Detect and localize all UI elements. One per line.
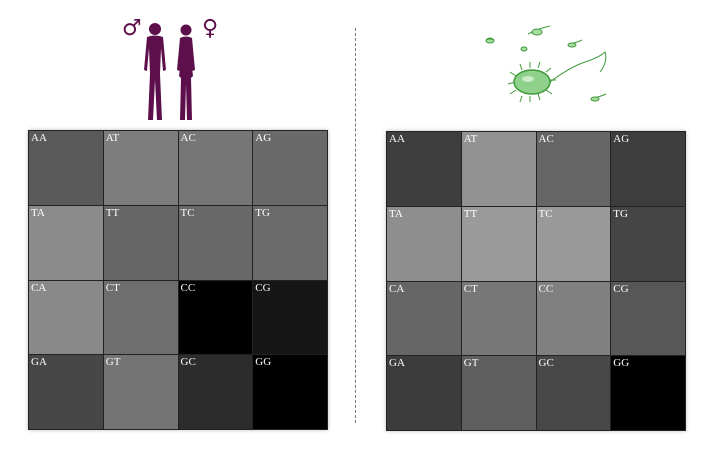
- cell-label: GG: [255, 356, 272, 369]
- grid-cell-aa: AA: [387, 132, 461, 206]
- cell-label: CA: [31, 281, 47, 294]
- grid-cell-cc: CC: [536, 281, 611, 356]
- grid-cell-ta: TA: [29, 205, 103, 280]
- grid-cell-ag: AG: [611, 132, 685, 206]
- grid-cell-aa: AA: [29, 131, 103, 205]
- cell-label: GA: [31, 356, 47, 369]
- cell-label: AC: [538, 133, 554, 145]
- human-dinucleotide-grid: AA AT AC AG TA TT TC TG CA CT CC CG GA GT GC GG: [28, 130, 328, 430]
- cell-label: TC: [538, 207, 553, 220]
- grid-cell-gg: GG: [611, 356, 685, 430]
- grid-cell-tg: TG: [253, 205, 327, 280]
- cell-label: AA: [389, 133, 405, 145]
- panel-divider: [355, 28, 356, 423]
- grid-cell-at: AT: [103, 131, 178, 205]
- cell-label: CG: [255, 281, 271, 294]
- grid-cell-tc: TC: [178, 205, 253, 280]
- cell-label: AG: [613, 133, 630, 145]
- grid-cell-ca: CA: [29, 280, 103, 355]
- grid-cell-ac: AC: [536, 132, 611, 206]
- human-figures-icon: [144, 23, 195, 120]
- grid-cell-ga: GA: [387, 356, 461, 430]
- cell-label: GT: [105, 356, 121, 369]
- grid-cell-tg: TG: [611, 206, 685, 281]
- bacteria-icon: [485, 25, 607, 103]
- cell-label: TA: [31, 206, 45, 219]
- cell-label: TA: [389, 207, 403, 220]
- male-symbol: ♂: [122, 16, 142, 41]
- cell-label: AT: [463, 133, 478, 145]
- cell-label: GA: [389, 357, 405, 370]
- grid-cell-gg: GG: [253, 355, 327, 429]
- cell-label: TC: [180, 206, 195, 219]
- cell-label: AG: [255, 132, 272, 144]
- cell-label: CC: [180, 281, 196, 294]
- grid-cell-tt: TT: [461, 206, 536, 281]
- grid-cell-ct: CT: [103, 280, 178, 355]
- grid-cell-tc: TC: [536, 206, 611, 281]
- grid-cell-cg: CG: [253, 280, 327, 355]
- cell-label: AC: [180, 132, 196, 144]
- grid-cell-gt: GT: [461, 356, 536, 430]
- grid-cell-cc: CC: [178, 280, 253, 355]
- cell-label: CC: [538, 282, 554, 295]
- grid-cell-gc: GC: [536, 356, 611, 430]
- grid-cell-ga: GA: [29, 355, 103, 429]
- grid-cell-tt: TT: [103, 205, 178, 280]
- cell-label: CT: [105, 281, 120, 294]
- cell-label: GC: [180, 356, 196, 369]
- grid-cell-cg: CG: [611, 281, 685, 356]
- cell-label: TG: [255, 206, 270, 219]
- cell-label: AT: [105, 132, 120, 144]
- bacteria-illustration: [470, 12, 620, 124]
- cell-label: GG: [613, 357, 630, 370]
- cell-label: AA: [31, 132, 47, 144]
- cell-label: TG: [613, 207, 628, 220]
- cell-label: TT: [463, 207, 478, 220]
- grid-cell-ac: AC: [178, 131, 253, 205]
- grid-cell-ca: CA: [387, 281, 461, 356]
- grid-cell-at: AT: [461, 132, 536, 206]
- cell-label: GC: [538, 357, 554, 370]
- cell-label: GT: [463, 357, 479, 370]
- grid-cell-gt: GT: [103, 355, 178, 429]
- grid-cell-ta: TA: [387, 206, 461, 281]
- grid-cell-ag: AG: [253, 131, 327, 205]
- grid-cell-gc: GC: [178, 355, 253, 429]
- human-illustration: ♂ ♀: [120, 14, 230, 124]
- bacteria-dinucleotide-grid: AA AT AC AG TA TT TC TG CA CT CC CG GA GT GC GG: [386, 131, 686, 431]
- cell-label: CG: [613, 282, 629, 295]
- female-symbol: ♀: [202, 16, 219, 41]
- cell-label: CA: [389, 282, 405, 295]
- grid-cell-ct: CT: [461, 281, 536, 356]
- cell-label: TT: [105, 206, 120, 219]
- cell-label: CT: [463, 282, 478, 295]
